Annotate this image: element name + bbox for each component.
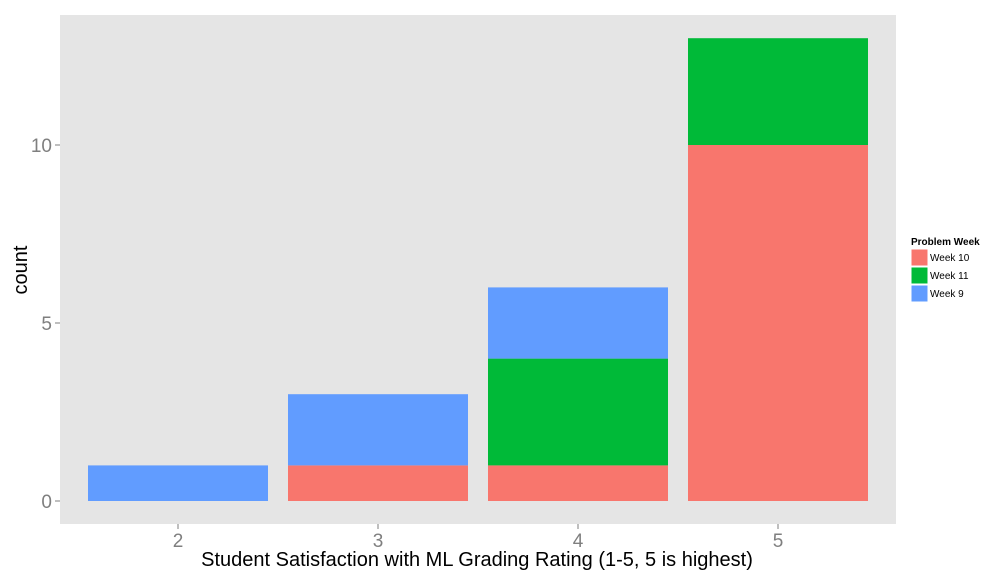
legend-label-week-10: Week 10 (930, 253, 970, 264)
legend-key-week-10 (910, 248, 929, 267)
x-tick-label-5: 5 (773, 531, 784, 552)
bar-5-week-11 (688, 38, 868, 146)
y-tick-label-10: 10 (31, 136, 52, 157)
legend: Problem Week Week 10 Week 11 Week 9 (910, 237, 980, 303)
bar-4-week-9 (488, 287, 668, 359)
x-tick-label-2: 2 (173, 531, 184, 552)
bar-4-week-11 (488, 358, 668, 466)
x-axis-title: Student Satisfaction with ML Grading Rat… (201, 549, 753, 571)
legend-key-week-9 (910, 284, 929, 303)
bar-3-week-9 (288, 394, 468, 466)
legend-label-week-11: Week 11 (930, 271, 969, 282)
legend-title: Problem Week (911, 237, 980, 248)
x-tick-label-4: 4 (573, 531, 584, 552)
bar-3-week-10 (288, 465, 468, 501)
y-axis-title: count (10, 245, 32, 294)
x-tick-label-3: 3 (373, 531, 384, 552)
legend-label-week-9: Week 9 (930, 289, 964, 300)
bars-layer (88, 38, 868, 501)
y-axis: 0 5 10 (31, 136, 60, 513)
x-axis: 2 3 4 5 (173, 524, 784, 552)
legend-key-week-11 (910, 266, 929, 285)
bar-5-week-10 (688, 145, 868, 501)
bar-2-week-9 (88, 465, 268, 501)
y-tick-label-5: 5 (41, 314, 52, 335)
y-tick-label-0: 0 (41, 492, 52, 513)
bar-4-week-10 (488, 465, 668, 501)
